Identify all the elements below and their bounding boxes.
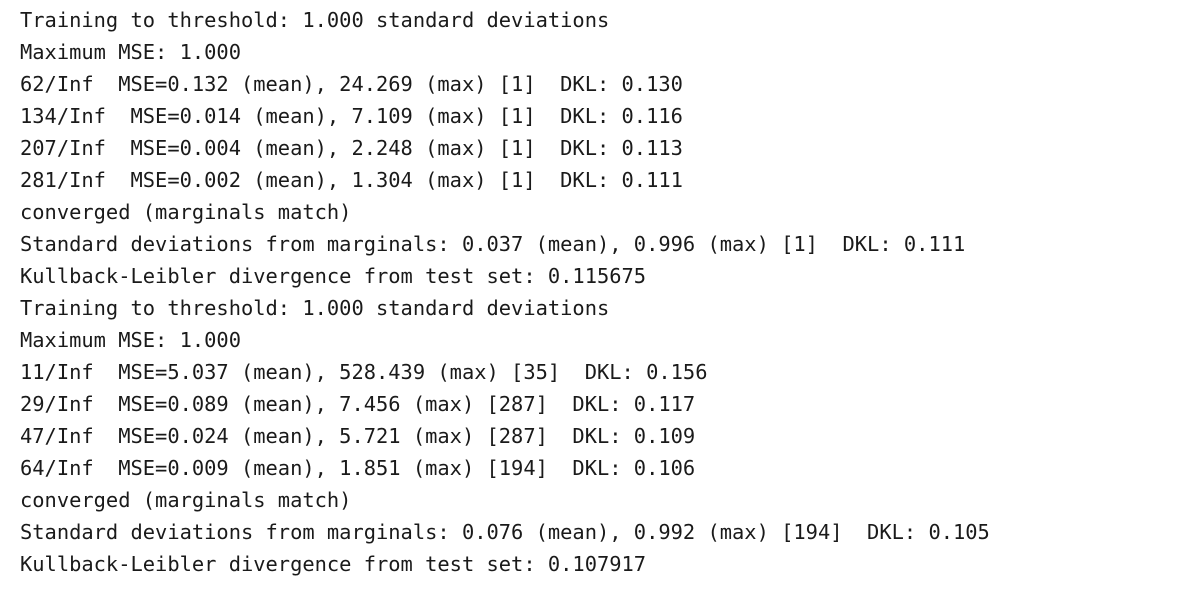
console-line: 281/Inf MSE=0.002 (mean), 1.304 (max) [1… bbox=[20, 168, 683, 192]
console-line: Training to threshold: 1.000 standard de… bbox=[20, 296, 610, 320]
console-line: 11/Inf MSE=5.037 (mean), 528.439 (max) [… bbox=[20, 360, 708, 384]
console-line: converged (marginals match) bbox=[20, 488, 352, 512]
console-line: 29/Inf MSE=0.089 (mean), 7.456 (max) [28… bbox=[20, 392, 696, 416]
console-line: 207/Inf MSE=0.004 (mean), 2.248 (max) [1… bbox=[20, 136, 683, 160]
console-line: Maximum MSE: 1.000 bbox=[20, 40, 241, 64]
console-line: 62/Inf MSE=0.132 (mean), 24.269 (max) [1… bbox=[20, 72, 683, 96]
console-line: converged (marginals match) bbox=[20, 200, 352, 224]
console-line: 47/Inf MSE=0.024 (mean), 5.721 (max) [28… bbox=[20, 424, 696, 448]
console-line: 64/Inf MSE=0.009 (mean), 1.851 (max) [19… bbox=[20, 456, 696, 480]
console-line: Standard deviations from marginals: 0.03… bbox=[20, 232, 966, 256]
console-line: Maximum MSE: 1.000 bbox=[20, 328, 241, 352]
console-line: Training to threshold: 1.000 standard de… bbox=[20, 8, 610, 32]
console-line: Standard deviations from marginals: 0.07… bbox=[20, 520, 990, 544]
console-line: Kullback-Leibler divergence from test se… bbox=[20, 552, 647, 576]
console-line: Kullback-Leibler divergence from test se… bbox=[20, 264, 647, 288]
console-line: 134/Inf MSE=0.014 (mean), 7.109 (max) [1… bbox=[20, 104, 683, 128]
